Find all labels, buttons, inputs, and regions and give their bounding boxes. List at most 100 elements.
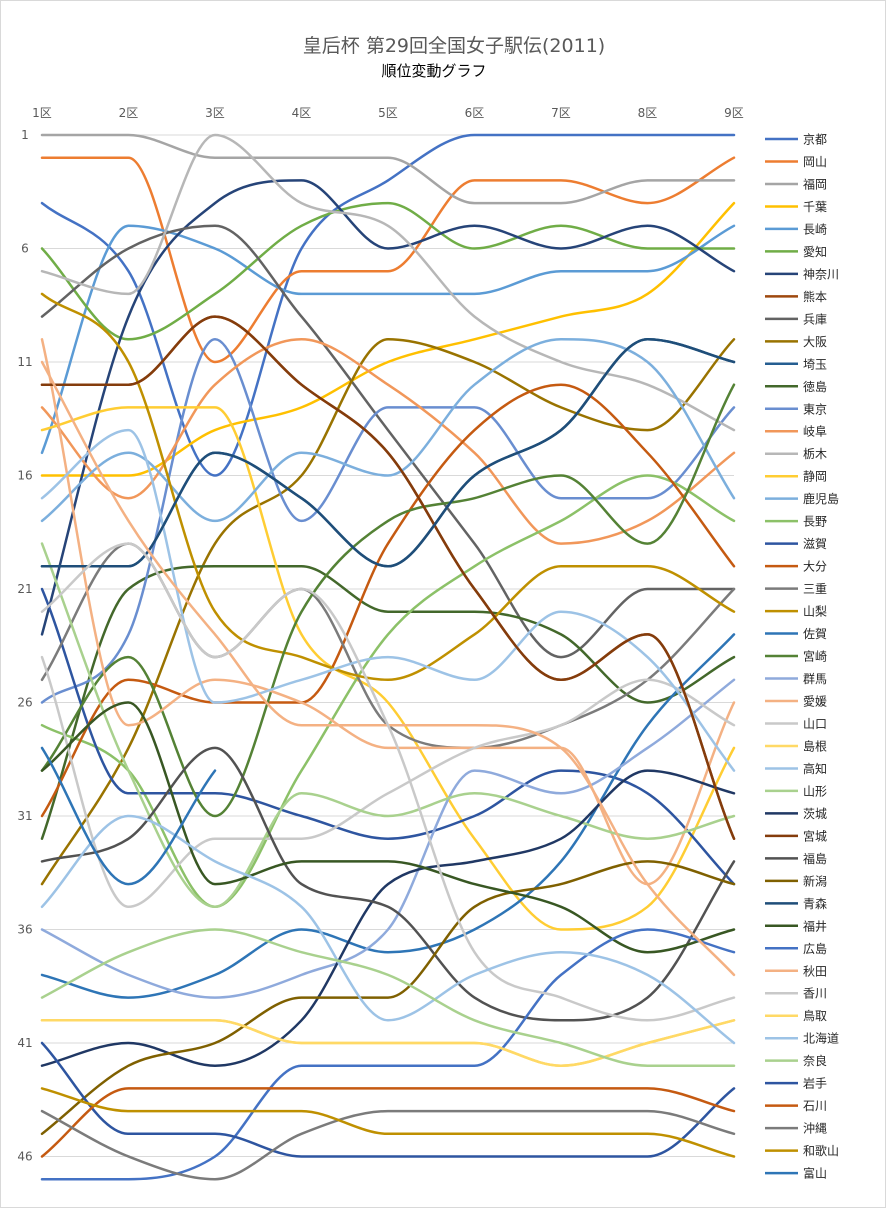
series-line-37 [40,360,736,977]
legend-item: 三重 [765,582,827,596]
legend-label: 香川 [803,987,827,1001]
legend-label: 秋田 [803,964,827,978]
legend-label: 沖縄 [803,1121,827,1136]
legend-label: 岩手 [803,1076,827,1091]
series-line-13 [40,338,736,545]
legend-label: 青森 [803,896,827,911]
x-tick-label: 9区 [724,106,744,120]
series-line-45 [40,1087,736,1158]
legend-label: 広島 [803,941,827,956]
legend-item: 北海道 [765,1031,839,1046]
series-line-42 [40,1041,736,1158]
legend-label: 愛媛 [803,695,827,709]
series-line-33 [40,860,736,1136]
legend-item: 埼玉 [765,357,827,371]
legend-label: 岐阜 [803,425,827,439]
legend-item: 新潟 [765,873,827,888]
legend-item: 石川 [765,1099,827,1113]
series-line-1 [40,156,736,364]
legend-label: 和歌山 [803,1143,839,1158]
legend-item: 愛媛 [765,695,827,709]
series-line-4 [40,224,736,455]
legend-label: 山形 [803,784,827,798]
series-line-35 [40,701,736,954]
legend-label: 佐賀 [803,627,827,641]
legend-label: 兵庫 [803,312,827,326]
legend-label: 山梨 [803,605,827,619]
legend-item: 東京 [765,402,827,416]
series-line-29 [40,542,736,909]
y-tick-label: 26 [17,696,32,710]
x-tick-label: 7区 [551,106,571,120]
y-tick-label: 21 [17,582,32,596]
legend-item: 徳島 [765,379,827,394]
legend-item: 鳥取 [765,1008,827,1023]
series-line-2 [40,133,736,205]
legend-label: 鹿児島 [803,491,839,506]
legend-item: 京都 [765,133,827,147]
legend-item: 佐賀 [765,627,827,641]
legend-label: 栃木 [803,447,827,461]
series-line-23 [40,383,736,818]
legend-item: 岡山 [765,155,827,169]
legend-label: 神奈川 [803,267,839,281]
legend-item: 千葉 [765,200,827,214]
series-line-30 [40,769,736,1067]
series-line-34 [40,338,736,568]
legend-item: 滋賀 [765,537,827,551]
legend-label: 高知 [803,761,827,776]
x-tick-label: 5区 [378,106,398,120]
y-tick-label: 36 [17,923,32,937]
x-tick-label: 4区 [292,106,312,120]
legend-item: 長野 [765,515,827,529]
legend-item: 奈良 [765,1053,827,1068]
legend-label: 新潟 [803,873,827,888]
series-line-32 [40,746,736,1022]
y-tick-label: 1 [21,128,29,142]
series-line-14 [40,133,736,432]
y-tick-label: 16 [17,469,32,483]
series-line-31 [40,315,736,840]
legend-label: 長野 [803,515,827,529]
series-line-36 [40,928,736,1181]
series-line-38 [40,542,736,1022]
legend-label: 埼玉 [803,357,827,371]
series-line-8 [40,224,736,659]
y-tick-label: 41 [17,1036,32,1050]
legend-label: 北海道 [803,1031,839,1046]
legend-item: 和歌山 [765,1143,839,1158]
series-line-43 [40,1087,736,1158]
series-line-18 [40,587,736,886]
legend-label: 熊本 [803,289,827,304]
legend-item: 神奈川 [765,267,839,281]
legend-label: 富山 [803,1166,827,1181]
series-line-5 [40,201,736,341]
chart-title: 皇后杯 第29回全国女子駅伝(2011) [303,35,605,57]
legend-item: 山梨 [765,605,827,619]
legend-item: 岐阜 [765,425,827,439]
legend-label: 群馬 [803,672,827,686]
legend-item: 栃木 [765,447,827,461]
legend-label: 茨城 [803,807,827,821]
series-line-25 [40,338,736,886]
y-tick-label: 46 [17,1150,32,1164]
series-line-6 [40,179,736,636]
legend-label: 福岡 [803,176,827,191]
x-tick-label: 2区 [119,106,139,120]
legend-label: 千葉 [803,200,827,214]
series-line-22 [40,633,736,999]
series-line-15 [40,406,736,931]
legend-item: 静岡 [765,470,827,484]
legend-label: 大阪 [803,335,827,349]
legend-label: 宮崎 [803,649,827,664]
legend-item: 群馬 [765,672,827,686]
y-tick-label: 6 [21,242,29,256]
y-tick-label: 31 [17,809,32,823]
legend-label: 福島 [803,851,827,866]
series-line-24 [40,678,736,999]
legend-item: 山形 [765,784,827,798]
legend-item: 宮崎 [765,649,827,664]
series-line-3 [40,201,736,477]
series-line-26 [40,655,736,909]
